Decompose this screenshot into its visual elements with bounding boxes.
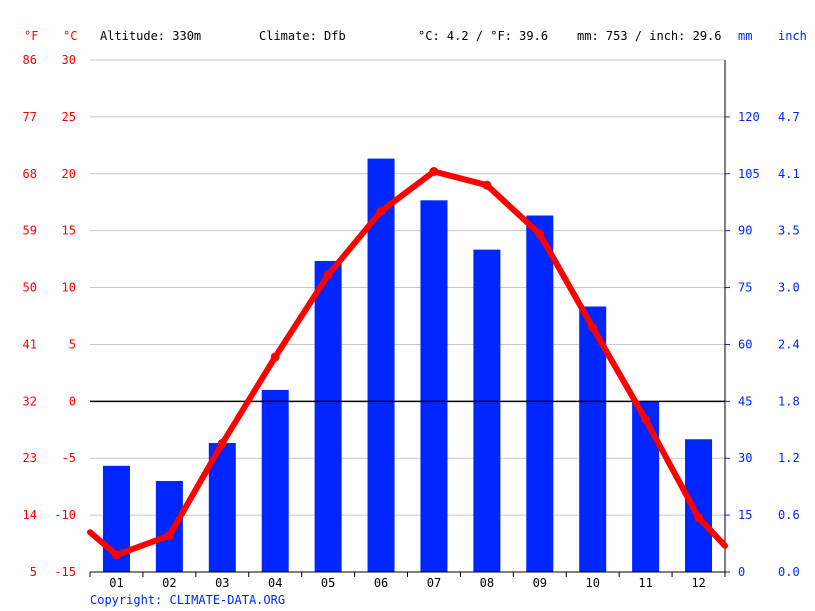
altitude-label: Altitude: 330m — [100, 29, 201, 43]
tick-label-f: 59 — [23, 224, 37, 238]
temp-point — [429, 167, 439, 177]
tick-label-c: 10 — [62, 281, 76, 295]
x-tick-label: 02 — [162, 576, 176, 590]
unit-mm-label: mm — [738, 29, 752, 43]
x-tick-label: 10 — [585, 576, 599, 590]
tick-label-mm: 15 — [738, 508, 752, 522]
axes — [89, 60, 730, 577]
tick-label-c: 20 — [62, 167, 76, 181]
temp-point — [111, 550, 121, 560]
temp-point — [482, 180, 492, 190]
temperature-points — [111, 167, 704, 560]
temp-summary-label: °C: 4.2 / °F: 39.6 — [418, 29, 548, 43]
tick-label-f: 68 — [23, 167, 37, 181]
temp-point — [694, 512, 704, 522]
climate-label: Climate: Dfb — [259, 29, 346, 43]
unit-inch-label: inch — [778, 29, 807, 43]
unit-f-label: °F — [24, 29, 38, 43]
tick-label-c: -10 — [54, 508, 76, 522]
tick-label-inch: 4.7 — [778, 110, 800, 124]
x-tick-label: 01 — [109, 576, 123, 590]
temp-point — [376, 206, 386, 216]
tick-label-mm: 45 — [738, 394, 752, 408]
tick-label-inch: 3.5 — [778, 224, 800, 238]
tick-label-inch: 0.0 — [778, 565, 800, 579]
tick-label-f: 50 — [23, 281, 37, 295]
temp-point — [164, 531, 174, 541]
x-tick-label: 03 — [215, 576, 229, 590]
x-tick-label: 11 — [638, 576, 652, 590]
temp-point — [217, 438, 227, 448]
tick-label-mm: 90 — [738, 224, 752, 238]
temp-point — [270, 352, 280, 362]
x-tick-label: 09 — [533, 576, 547, 590]
tick-label-f: 14 — [23, 508, 37, 522]
temperature-line — [87, 168, 728, 558]
tick-label-f: 32 — [23, 394, 37, 408]
tick-label-inch: 1.8 — [778, 394, 800, 408]
tick-label-f: 23 — [23, 451, 37, 465]
precip-bar — [420, 200, 448, 572]
precip-bar — [473, 249, 501, 572]
precip-bar — [314, 261, 342, 572]
tick-label-c: 0 — [69, 394, 76, 408]
unit-c-label: °C — [63, 29, 77, 43]
tick-label-c: -5 — [62, 451, 76, 465]
temp-point — [588, 322, 598, 332]
x-tick-label: 04 — [268, 576, 282, 590]
tick-label-c: 25 — [62, 110, 76, 124]
x-tick-label: 07 — [427, 576, 441, 590]
precip-bar — [367, 158, 395, 572]
tick-label-mm: 0 — [738, 565, 745, 579]
precip-bar — [526, 215, 554, 573]
tick-label-f: 41 — [23, 337, 37, 351]
tick-label-inch: 0.6 — [778, 508, 800, 522]
precip-bar — [579, 306, 607, 572]
tick-label-c: 30 — [62, 53, 76, 67]
tick-label-mm: 60 — [738, 337, 752, 351]
tick-label-inch: 4.1 — [778, 167, 800, 181]
tick-labels: 30862577206815591050541032-523-1014-1551… — [23, 53, 800, 590]
copyright-link[interactable]: Copyright: CLIMATE-DATA.ORG — [90, 593, 285, 607]
precip-bar — [155, 480, 183, 572]
x-tick-label: 08 — [480, 576, 494, 590]
precip-summary-label: mm: 753 / inch: 29.6 — [577, 29, 722, 43]
tick-label-inch: 1.2 — [778, 451, 800, 465]
gridlines — [90, 59, 725, 573]
temp-point — [641, 415, 651, 425]
tick-label-c: -15 — [54, 565, 76, 579]
tick-label-inch: 3.0 — [778, 281, 800, 295]
x-tick-label: 06 — [374, 576, 388, 590]
temp-point — [323, 270, 333, 280]
tick-label-inch: 2.4 — [778, 337, 800, 351]
tick-label-f: 86 — [23, 53, 37, 67]
tick-label-f: 77 — [23, 110, 37, 124]
x-tick-label: 05 — [321, 576, 335, 590]
temp-point — [535, 229, 545, 239]
tick-label-mm: 120 — [738, 110, 760, 124]
tick-label-mm: 30 — [738, 451, 752, 465]
tick-label-mm: 105 — [738, 167, 760, 181]
x-tick-label: 12 — [691, 576, 705, 590]
precip-bar — [632, 401, 660, 572]
precipitation-bars — [102, 158, 713, 573]
tick-label-c: 5 — [69, 337, 76, 351]
tick-label-c: 15 — [62, 224, 76, 238]
tick-label-mm: 75 — [738, 281, 752, 295]
tick-label-f: 5 — [30, 565, 37, 579]
precip-bar — [261, 389, 289, 572]
